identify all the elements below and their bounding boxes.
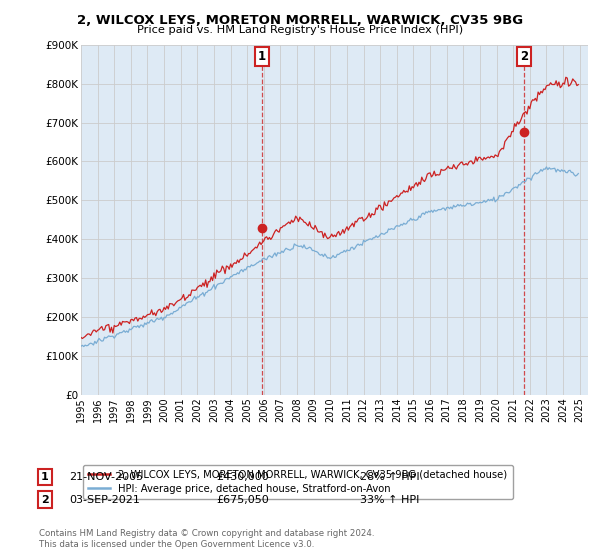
Text: Contains HM Land Registry data © Crown copyright and database right 2024.
This d: Contains HM Land Registry data © Crown c… [39, 529, 374, 549]
Text: £675,050: £675,050 [216, 494, 269, 505]
Text: £430,000: £430,000 [216, 472, 269, 482]
Text: Price paid vs. HM Land Registry's House Price Index (HPI): Price paid vs. HM Land Registry's House … [137, 25, 463, 35]
Text: 2, WILCOX LEYS, MORETON MORRELL, WARWICK, CV35 9BG: 2, WILCOX LEYS, MORETON MORRELL, WARWICK… [77, 14, 523, 27]
Text: 28% ↑ HPI: 28% ↑ HPI [360, 472, 419, 482]
Text: 03-SEP-2021: 03-SEP-2021 [69, 494, 140, 505]
Text: 2: 2 [520, 50, 529, 63]
Text: 1: 1 [41, 472, 49, 482]
Text: 33% ↑ HPI: 33% ↑ HPI [360, 494, 419, 505]
Text: 1: 1 [258, 50, 266, 63]
Text: 2: 2 [41, 494, 49, 505]
Legend: 2, WILCOX LEYS, MORETON MORRELL, WARWICK, CV35 9BG (detached house), HPI: Averag: 2, WILCOX LEYS, MORETON MORRELL, WARWICK… [83, 465, 512, 498]
Text: 21-NOV-2005: 21-NOV-2005 [69, 472, 143, 482]
